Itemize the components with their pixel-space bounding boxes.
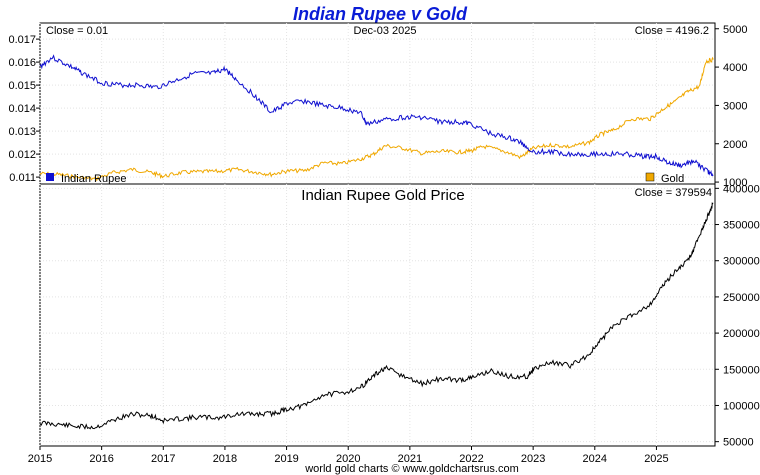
left-tick-label: 0.013 xyxy=(8,126,36,138)
bottom-right-tick-label: 350000 xyxy=(723,220,760,232)
left-tick-label: 0.012 xyxy=(8,149,36,161)
x-tick-label: 2017 xyxy=(151,453,175,465)
left-tick-label: 0.015 xyxy=(8,80,36,92)
left-tick-label: 0.011 xyxy=(9,172,36,184)
bottom-right-tick-label: 250000 xyxy=(723,292,760,304)
x-tick-label: 2015 xyxy=(28,453,52,465)
x-tick-label: 2023 xyxy=(521,453,545,465)
gold-line xyxy=(39,56,714,182)
rupee-line xyxy=(39,54,714,177)
x-tick-label: 2022 xyxy=(459,453,483,465)
left-tick-label: 0.014 xyxy=(8,103,36,115)
legend-gold-swatch xyxy=(645,172,655,182)
x-tick-label: 2018 xyxy=(213,453,237,465)
bottom-right-tick-label: 200000 xyxy=(723,328,760,340)
right-tick-label: 5000 xyxy=(723,24,747,36)
bottom-close-label: Close = 379594 xyxy=(635,187,712,199)
date-label: Dec-03 2025 xyxy=(354,25,417,37)
right-tick-label: 2000 xyxy=(723,139,747,151)
bottom-chart-title: Indian Rupee Gold Price xyxy=(301,187,464,204)
legend-rupee-swatch xyxy=(46,173,54,181)
x-tick-label: 2021 xyxy=(398,453,422,465)
rupee-gold-price-line xyxy=(39,202,714,430)
right-tick-label: 3000 xyxy=(723,100,747,112)
left-tick-label: 0.016 xyxy=(8,57,36,69)
right-tick-label: 4000 xyxy=(723,62,747,74)
rupee-close-label: Close = 0.01 xyxy=(46,25,108,37)
x-tick-label: 2016 xyxy=(89,453,113,465)
gold-close-label: Close = 4196.2 xyxy=(635,25,709,37)
x-tick-label: 2024 xyxy=(583,453,607,465)
footer-credit: world gold charts © www.goldchartsrus.co… xyxy=(304,463,519,475)
bottom-right-tick-label: 50000 xyxy=(723,437,754,449)
bottom-right-tick-label: 400000 xyxy=(723,183,760,195)
x-tick-label: 2025 xyxy=(644,453,668,465)
x-tick-label: 2019 xyxy=(274,453,298,465)
chart-title: Indian Rupee v Gold xyxy=(293,4,468,24)
legend-rupee-label: Indian Rupee xyxy=(61,173,126,185)
top-panel xyxy=(39,22,716,185)
left-tick-label: 0.017 xyxy=(8,34,36,46)
bottom-panel xyxy=(39,183,716,447)
legend-gold-label: Gold xyxy=(661,173,684,185)
bottom-right-tick-label: 100000 xyxy=(723,400,760,412)
right-tick-label: 1000 xyxy=(723,177,747,189)
bottom-right-tick-label: 300000 xyxy=(723,256,760,268)
bottom-right-tick-label: 150000 xyxy=(723,364,760,376)
x-tick-label: 2020 xyxy=(336,453,360,465)
